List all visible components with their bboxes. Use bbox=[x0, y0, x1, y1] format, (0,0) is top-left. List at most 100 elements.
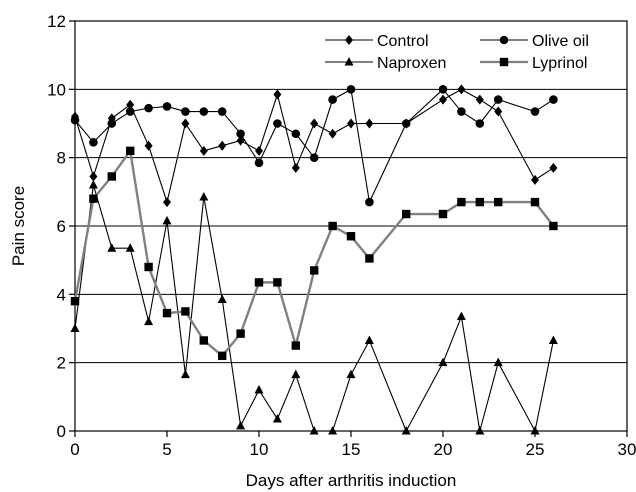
data-point-control bbox=[236, 135, 245, 146]
data-point-olive-oil bbox=[291, 129, 301, 139]
data-point-olive-oil bbox=[328, 95, 337, 104]
data-point-olive-oil bbox=[401, 119, 411, 128]
data-point-olive-oil bbox=[549, 95, 558, 104]
data-point-control bbox=[457, 84, 466, 95]
data-point-control bbox=[273, 89, 282, 100]
data-point-lyprinol bbox=[346, 232, 356, 241]
data-point-control bbox=[531, 174, 539, 185]
data-point-naproxen bbox=[88, 180, 98, 189]
data-point-olive-oil bbox=[236, 129, 245, 139]
x-tick-label: 5 bbox=[162, 440, 171, 459]
data-point-olive-oil bbox=[530, 107, 540, 116]
data-point-control bbox=[328, 128, 337, 139]
data-point-lyprinol bbox=[457, 197, 466, 207]
x-axis-title: Days after arthritis induction bbox=[246, 471, 457, 490]
data-point-lyprinol bbox=[402, 209, 411, 219]
data-point-naproxen bbox=[125, 243, 135, 252]
data-point-lyprinol bbox=[549, 221, 558, 231]
data-point-lyprinol bbox=[438, 209, 448, 219]
data-point-olive-oil bbox=[217, 107, 227, 116]
data-point-olive-oil bbox=[199, 107, 209, 116]
data-point-naproxen bbox=[107, 243, 117, 252]
data-point-olive-oil bbox=[475, 119, 485, 128]
data-point-control bbox=[89, 171, 98, 182]
data-point-olive-oil bbox=[254, 158, 264, 168]
y-tick-label: 0 bbox=[57, 422, 66, 441]
data-point-naproxen bbox=[309, 426, 319, 435]
data-point-naproxen bbox=[144, 316, 154, 326]
data-point-naproxen bbox=[438, 357, 448, 367]
x-tick-label: 0 bbox=[70, 440, 79, 459]
legend-item-lyprinol: Lyprinol bbox=[480, 55, 587, 72]
data-point-naproxen bbox=[493, 357, 503, 367]
data-point-control bbox=[494, 106, 503, 117]
data-point-olive-oil bbox=[273, 119, 282, 128]
legend-marker-control bbox=[345, 35, 353, 45]
data-point-naproxen bbox=[272, 414, 282, 423]
data-point-olive-oil bbox=[89, 137, 98, 147]
data-point-lyprinol bbox=[126, 146, 135, 156]
y-tick-label: 8 bbox=[57, 149, 66, 168]
data-point-lyprinol bbox=[273, 278, 282, 287]
data-point-control bbox=[181, 118, 190, 129]
data-point-lyprinol bbox=[144, 262, 153, 272]
data-point-naproxen bbox=[217, 294, 227, 303]
y-tick-label: 2 bbox=[57, 354, 66, 373]
data-point-naproxen bbox=[70, 323, 80, 332]
data-point-naproxen bbox=[475, 426, 485, 435]
data-point-naproxen bbox=[328, 426, 338, 435]
series-layer bbox=[70, 84, 558, 435]
data-point-lyprinol bbox=[89, 194, 98, 203]
data-point-control bbox=[199, 145, 208, 156]
data-point-lyprinol bbox=[162, 308, 172, 318]
legend-label: Naproxen bbox=[377, 55, 446, 72]
data-point-control bbox=[291, 162, 300, 173]
data-point-naproxen bbox=[254, 385, 264, 394]
data-point-olive-oil bbox=[162, 102, 172, 111]
legend-item-control: Control bbox=[325, 33, 429, 50]
y-tick-label: 10 bbox=[47, 80, 66, 99]
x-tick-label: 15 bbox=[342, 440, 361, 459]
data-point-control bbox=[365, 118, 374, 129]
series-olive-oil bbox=[70, 85, 558, 207]
series-naproxen bbox=[70, 180, 558, 435]
legend-marker-olive-oil bbox=[499, 35, 509, 45]
legend: Control Olive oil Naproxen Lyprinol bbox=[325, 33, 589, 72]
data-point-control bbox=[439, 94, 447, 105]
legend-marker-lyprinol bbox=[499, 57, 509, 67]
data-point-olive-oil bbox=[181, 107, 190, 116]
y-tick-label: 4 bbox=[57, 285, 66, 304]
data-point-control bbox=[255, 145, 263, 156]
legend-item-naproxen: Naproxen bbox=[325, 55, 446, 72]
data-point-lyprinol bbox=[328, 221, 337, 231]
data-point-olive-oil bbox=[438, 85, 448, 94]
legend-marker-naproxen bbox=[344, 57, 354, 66]
data-point-olive-oil bbox=[144, 103, 153, 113]
data-point-olive-oil bbox=[125, 107, 135, 116]
data-point-control bbox=[549, 162, 558, 173]
data-point-lyprinol bbox=[475, 197, 484, 207]
data-point-lyprinol bbox=[310, 266, 319, 275]
data-point-lyprinol bbox=[70, 296, 80, 306]
data-point-control bbox=[218, 140, 227, 151]
data-point-lyprinol bbox=[530, 197, 540, 207]
data-point-naproxen bbox=[456, 311, 466, 321]
data-point-olive-oil bbox=[346, 85, 356, 94]
data-point-olive-oil bbox=[107, 119, 117, 128]
legend-label: Control bbox=[377, 33, 429, 50]
y-tick-label: 12 bbox=[47, 12, 66, 31]
y-axis-title: Pain score bbox=[9, 186, 28, 266]
data-point-naproxen bbox=[199, 191, 209, 201]
x-tick-label: 25 bbox=[526, 440, 545, 459]
gridlines bbox=[75, 88, 627, 364]
data-point-lyprinol bbox=[181, 307, 190, 316]
data-point-naproxen bbox=[162, 215, 172, 225]
data-point-lyprinol bbox=[218, 351, 227, 361]
data-point-lyprinol bbox=[291, 341, 300, 350]
data-point-olive-oil bbox=[70, 115, 80, 125]
series-line-naproxen bbox=[74, 184, 554, 432]
x-tick-label: 10 bbox=[250, 440, 269, 459]
legend-label: Olive oil bbox=[532, 33, 589, 50]
series-control bbox=[71, 84, 558, 208]
